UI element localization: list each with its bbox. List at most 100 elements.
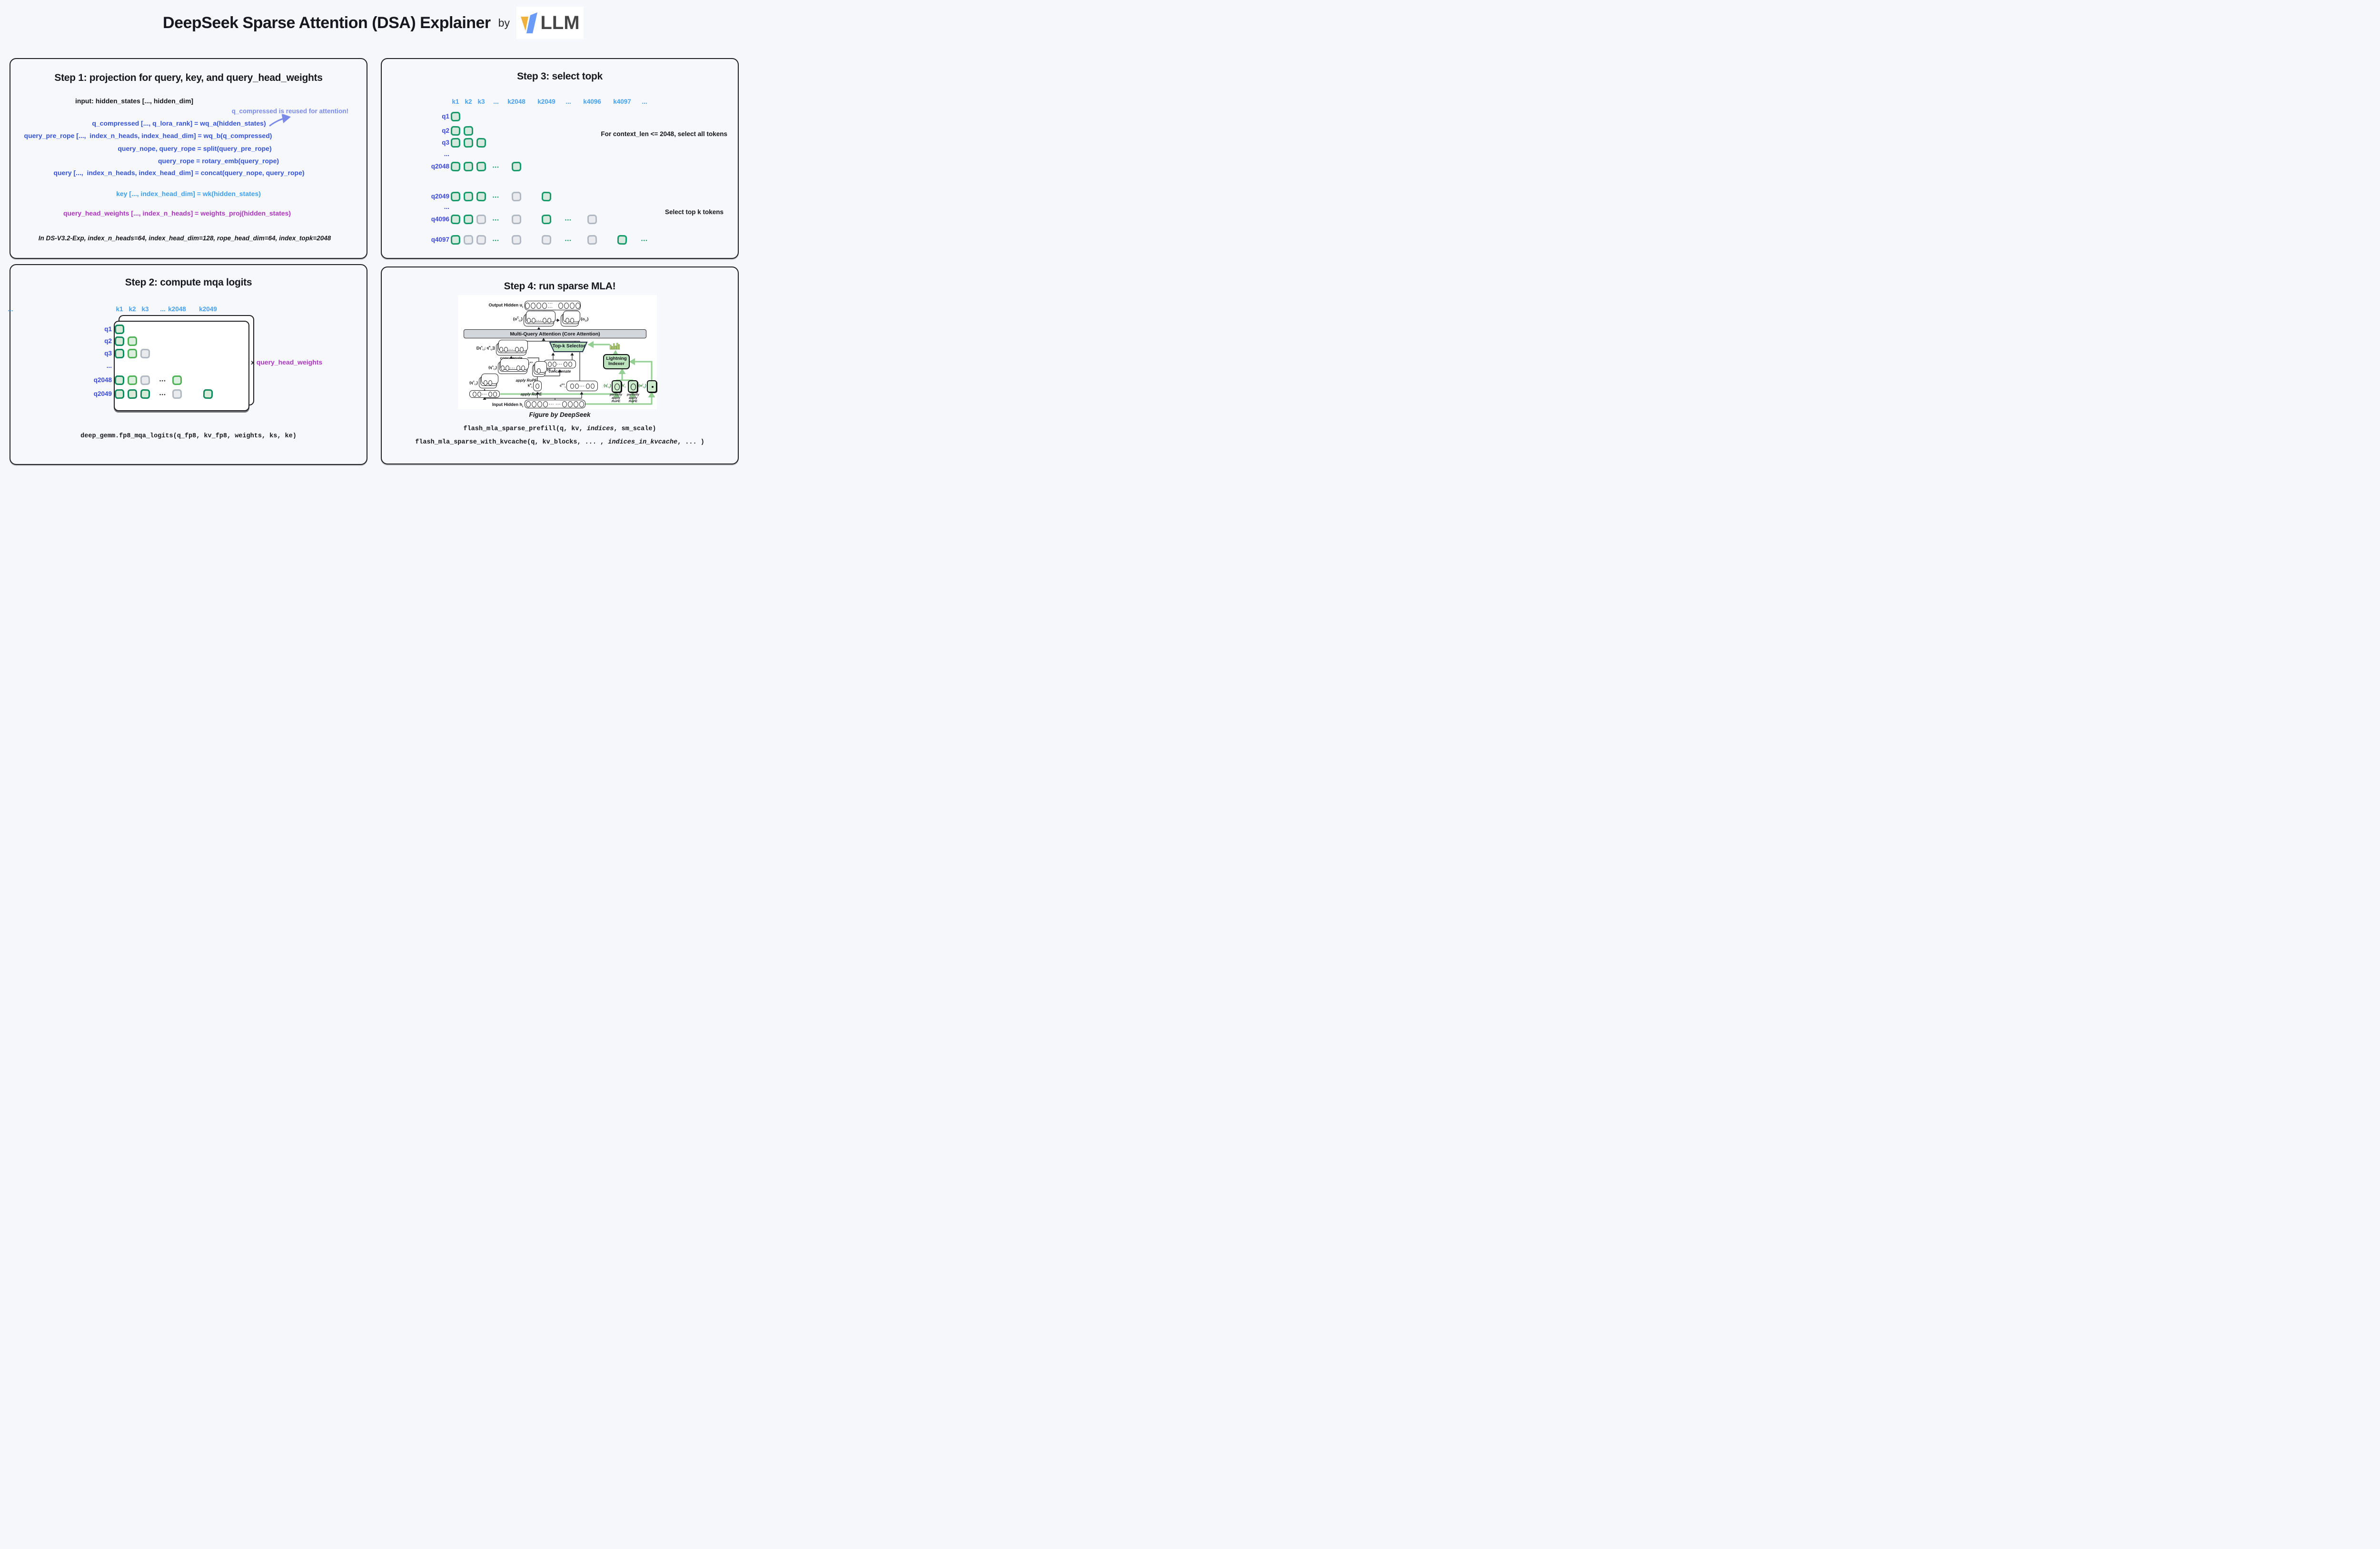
page-title: DeepSeek Sparse Attention (DSA) Explaine… (163, 13, 491, 32)
grid-cell (114, 324, 125, 335)
step4-code-prefill: flash_mla_sparse_prefill(q, kv, indices,… (382, 425, 738, 433)
grid-cell (114, 348, 125, 359)
grid-cell (127, 348, 138, 359)
page-header: DeepSeek Sparse Attention (DSA) Explaine… (0, 7, 746, 39)
grid-cell (463, 161, 474, 172)
o-stack (561, 311, 580, 326)
q-a-stack: ··· (498, 358, 529, 374)
grid-cell (463, 191, 474, 202)
label-k-i: kIt (622, 383, 626, 388)
label-k-r: kRt (527, 383, 532, 388)
grid-cell (450, 138, 461, 148)
grid-cell (172, 375, 182, 385)
code-part: indices (586, 425, 614, 433)
grid-cell (140, 375, 150, 385)
c-kv-vector: ··· (566, 381, 598, 391)
label-q-a: {qAt,i} (488, 365, 497, 370)
dsa-explainer-canvas: DeepSeek Sparse Attention (DSA) Explaine… (0, 0, 746, 472)
q-row-ellipsis: ... (444, 150, 449, 158)
step1-eq-concat: query [..., index_n_heads, index_head_di… (53, 169, 305, 177)
cell-ellipsis: ••• (159, 378, 166, 383)
code-part: flash_mla_sparse_prefill(q, kv, (463, 425, 587, 433)
step1-eq-weights: query_head_weights [..., index_n_heads] … (63, 209, 291, 217)
grid-cell (450, 111, 461, 122)
k-header: k2048 (168, 306, 186, 313)
figure-caption: Figure by DeepSeek (529, 411, 591, 418)
q-row-label: q1 (442, 113, 449, 120)
label-input-hidden: Input Hidden ht (492, 402, 523, 408)
step3-note-select-all: For context_len <= 2048, select all toke… (601, 130, 727, 138)
grid-cell (127, 389, 138, 399)
grid-cell (114, 336, 125, 346)
label-q-i: {qIt,j} (604, 383, 611, 388)
grid-cell (463, 235, 474, 245)
label-apply-rope-2: apply RoPE (520, 392, 542, 396)
label-concatenate-2: concatenate (548, 369, 571, 374)
mla-architecture-figure: Output Hidden ut ··· ··· {oCt,i} ··· {ot… (458, 295, 657, 409)
panel-step3: Step 3: select topk For context_len <= 2… (381, 58, 739, 259)
q-row-label: q2 (104, 337, 112, 345)
k-header: k3 (141, 306, 149, 313)
code-part: , ... ) (677, 439, 704, 446)
grid-cell (476, 138, 486, 148)
label-output-hidden: Output Hidden ut (488, 303, 523, 309)
topk-selector-label: Top-k Selector (552, 344, 585, 349)
k-header: k2049 (537, 98, 555, 105)
grid-cell (541, 214, 552, 225)
grid-cell (511, 191, 522, 202)
q-row-label: q2049 (93, 390, 112, 397)
histogram-icon (610, 343, 620, 350)
grid-cell (140, 348, 150, 359)
step3-note-topk: Select top k tokens (664, 208, 724, 216)
page-title-by: by (498, 16, 510, 29)
step1-annotation: q_compressed is reused for attention! (231, 108, 348, 115)
step1-input-line: input: hidden_states [..., hidden_dim] (75, 97, 194, 105)
label-apply-rope-1: apply RoPE (516, 378, 537, 383)
label-q-c: {qCt,i} (469, 380, 478, 385)
k-header: k2 (129, 306, 136, 313)
cell-ellipsis: ••• (493, 165, 499, 169)
step1-note: In DS-V3.2-Exp, index_n_heads=64, index_… (38, 235, 331, 242)
code-part: indices_in_kvcache (608, 439, 678, 446)
grid-cell (463, 214, 474, 225)
k-header: k2 (465, 98, 472, 105)
c-q-vector: ··· (469, 390, 500, 398)
grid-cell (140, 389, 150, 399)
grid-cell (541, 235, 552, 245)
vllm-logo-text: LLM (540, 12, 580, 33)
step1-eq-split: query_nope, query_rope = split(query_pre… (118, 145, 272, 152)
grid-cell (476, 235, 486, 245)
label-q-ar: {[qAt,i; qRt,i]} (476, 345, 495, 351)
step4-title: Step 4: run sparse MLA! (504, 281, 616, 292)
grid-cell (450, 191, 461, 202)
q-c-stack (479, 374, 498, 388)
k-header: k1 (452, 98, 459, 105)
step2-title: Step 2: compute mqa logits (125, 277, 252, 288)
code-part: , sm_scale) (614, 425, 656, 433)
grid-cell (450, 126, 461, 136)
lightning-indexer-line2: Indexer (608, 361, 625, 366)
q-r-stack (532, 361, 547, 377)
q-row-label: q2 (442, 127, 449, 134)
o-c-stack: ··· (524, 311, 555, 326)
c-kv-concat-vector: ··· (544, 360, 576, 368)
k-header: ... (493, 98, 499, 105)
label-o-c: {oCt,i} (513, 316, 523, 323)
q-row-ellipsis: ... (444, 203, 449, 210)
q-row-label: q4096 (431, 216, 449, 223)
grid-cell (127, 375, 138, 385)
grid-cell (450, 214, 461, 225)
cell-ellipsis: ••• (159, 392, 166, 397)
q-row-label: q2048 (431, 163, 449, 170)
label-concatenate-1: concatenate (496, 356, 526, 360)
q-row-label: q2049 (431, 193, 449, 200)
label-partially-rope-1: partially apply RoPE (609, 393, 623, 404)
grid-cell (541, 191, 552, 202)
grid-cell (587, 214, 597, 225)
topk-selector-shape (549, 342, 588, 352)
grid-cell (450, 161, 461, 172)
multiplier-label: query_head_weights (256, 358, 323, 366)
k-header: ... (8, 306, 13, 313)
step1-eq-query-pre-rope: query_pre_rope [..., index_n_heads, inde… (24, 132, 272, 139)
q-row-label: q3 (442, 139, 449, 146)
